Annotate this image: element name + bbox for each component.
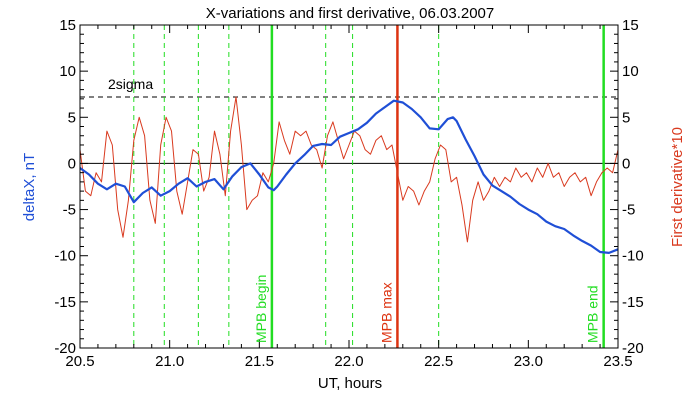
x-tick-label: 22.0 (334, 353, 363, 370)
marker-label-mpb-max: MPB max (378, 282, 394, 343)
axis-frame (79, 24, 619, 349)
derivative-series-line (79, 96, 619, 243)
x-axis-label: UT, hours (318, 375, 382, 392)
x-tick-label: 21.5 (245, 353, 274, 370)
plot-frame (79, 24, 619, 349)
y-left-tick-label: -20 (54, 340, 76, 357)
marker-label-mpb-begin: MPB begin (253, 275, 269, 343)
x-tick-label: 23.0 (514, 353, 543, 370)
y-axis-left-ticks: 15 10 5 0 -5 -10 -15 -20 (54, 17, 88, 357)
x-tick-label: 22.5 (424, 353, 453, 370)
y-right-tick-label: -10 (622, 248, 644, 265)
x-tick-label: 20.5 (65, 353, 94, 370)
y-right-tick-label: 10 (622, 63, 639, 80)
sigma-label: 2sigma (108, 76, 153, 92)
x-tick-label: 21.0 (155, 353, 184, 370)
y-left-tick-label: 0 (68, 155, 76, 172)
y-left-tick-label: -5 (63, 202, 76, 219)
series-lines (79, 96, 619, 254)
y-axis-right-ticks: 15 10 5 0 -5 -10 -15 -20 (610, 17, 644, 357)
deltax-series-line (79, 99, 619, 254)
marker-label-mpb-end: MPB end (585, 285, 601, 343)
mpb-marker-lines (270, 25, 605, 348)
y-right-tick-label: -20 (622, 340, 644, 357)
x-axis-ticks: 20.5 21.0 21.5 22.0 22.5 23.0 23.5 (65, 25, 633, 370)
y-right-tick-label: -15 (622, 294, 644, 311)
y-left-tick-label: 5 (68, 109, 76, 126)
y-axis-right-label: First derivative*10 (669, 127, 686, 247)
y-right-tick-label: -5 (622, 202, 635, 219)
y-left-tick-label: 15 (59, 17, 76, 34)
y-right-tick-label: 0 (622, 155, 630, 172)
y-right-tick-label: 5 (622, 109, 630, 126)
y-right-tick-label: 15 (622, 17, 639, 34)
x-tick-label: 23.5 (603, 353, 632, 370)
y-left-tick-label: -15 (54, 294, 76, 311)
y-left-tick-label: -10 (54, 248, 76, 265)
mpb-marker-labels: MPB begin MPB max MPB end (253, 275, 601, 343)
y-left-tick-label: 10 (59, 63, 76, 80)
chart-title: X-variations and first derivative, 06.03… (206, 5, 495, 22)
y-axis-left-label: deltaX, nT (21, 153, 38, 221)
